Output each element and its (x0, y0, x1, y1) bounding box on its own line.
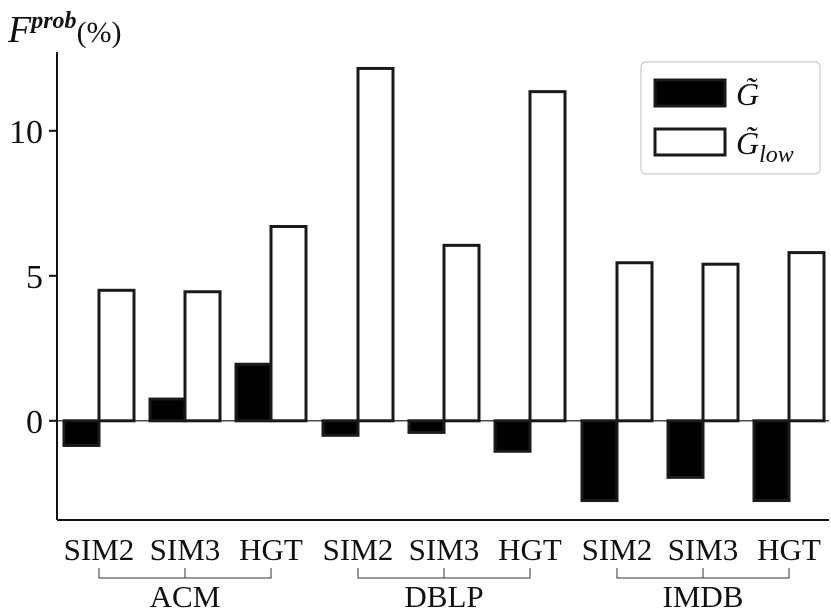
y-tick-label: 5 (26, 259, 43, 296)
x-category-label: SIM2 (64, 532, 135, 567)
x-category-label: SIM3 (150, 532, 221, 567)
legend-swatch (653, 78, 727, 108)
bars (62, 66, 826, 503)
y-axis-label: Fprob(%) (7, 8, 122, 51)
x-category-label: HGT (757, 532, 821, 567)
x-category-label: SIM2 (323, 532, 394, 567)
bar-acm-sim3-series0 (148, 397, 187, 423)
x-category-label: SIM2 (582, 532, 653, 567)
y-axis-label-unit: (%) (77, 16, 122, 49)
x-category-label: HGT (239, 532, 303, 567)
legend-label: G̃ (736, 76, 759, 112)
bar-imdb-hgt-series0 (752, 419, 791, 503)
bar-acm-sim2-series0 (62, 419, 101, 447)
x-group-label: DBLP (404, 579, 483, 613)
y-tick-label: 0 (26, 404, 43, 441)
bar-imdb-sim2-series1 (615, 261, 654, 423)
x-axis-labels: SIM2 SIM3 HGT ACM SIM2 SIM3 HGT DBLP SIM2 SIM3 HGT… (64, 532, 821, 613)
bar-imdb-sim3-series0 (666, 419, 705, 479)
bar-dblp-sim2-series1 (356, 66, 395, 423)
bar-imdb-hgt-series1 (787, 251, 826, 423)
bar-dblp-sim3-series0 (407, 419, 446, 434)
x-category-label: SIM3 (409, 532, 480, 567)
x-group-label: IMDB (663, 579, 744, 613)
bar-acm-hgt-series1 (269, 225, 308, 423)
bar-dblp-hgt-series0 (493, 419, 532, 453)
legend: G̃ G̃low (640, 61, 821, 175)
bar-acm-hgt-series0 (234, 362, 273, 423)
bar-dblp-sim3-series1 (442, 243, 481, 423)
y-tick-label: 10 (9, 114, 43, 151)
bar-acm-sim2-series1 (97, 288, 136, 423)
bar-imdb-sim2-series0 (580, 419, 619, 503)
y-axis-label-superscript: prob (29, 8, 76, 34)
bar-acm-sim3-series1 (183, 290, 222, 423)
legend-label: G̃low (736, 125, 794, 168)
x-category-label: HGT (498, 532, 562, 567)
y-axis-label-main: F (7, 9, 32, 51)
bar-dblp-sim2-series0 (321, 419, 360, 437)
bar-imdb-sim3-series1 (701, 262, 740, 423)
x-category-label: SIM3 (668, 532, 739, 567)
bar-dblp-hgt-series1 (528, 90, 567, 423)
x-group-label: ACM (150, 579, 221, 613)
legend-swatch (653, 127, 727, 157)
